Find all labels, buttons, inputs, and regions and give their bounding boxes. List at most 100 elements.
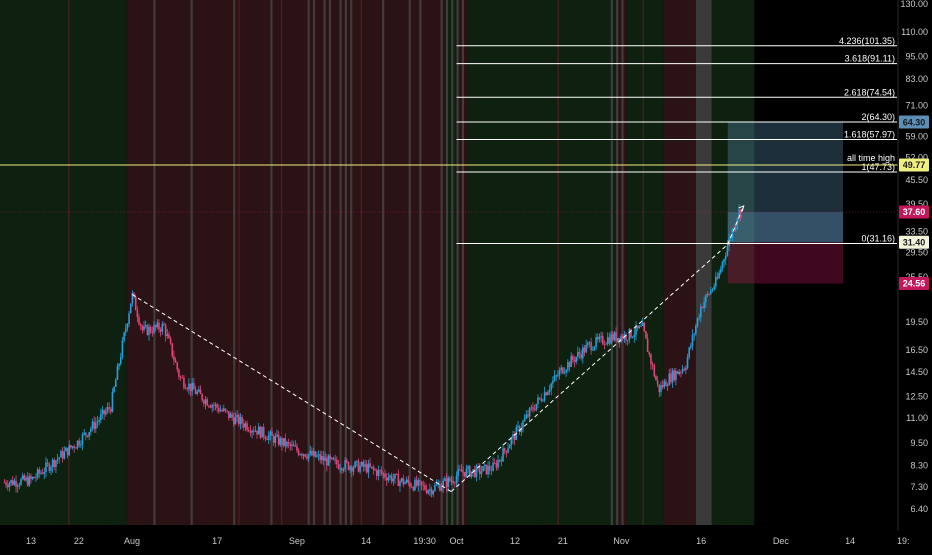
trend-line-1[interactable]: [450, 244, 729, 492]
candle-40: [70, 444, 72, 450]
candle-176: [296, 443, 298, 453]
candle-body: [124, 328, 127, 333]
candle-352: [588, 341, 591, 348]
candle-325: [543, 386, 546, 403]
candle-body: [284, 438, 287, 447]
candle-body: [563, 372, 566, 374]
candle-218: [365, 460, 368, 475]
candle-45: [78, 437, 81, 448]
candle-body: [533, 409, 536, 411]
candle-body: [497, 460, 499, 468]
candle-body: [159, 329, 162, 332]
candle-body: [447, 477, 449, 487]
candle-427: [713, 283, 715, 292]
candle-228: [382, 472, 385, 479]
candle-128: [216, 402, 218, 413]
candle-324: [542, 398, 544, 402]
candle-443: [739, 208, 742, 222]
candle-407: [680, 370, 682, 378]
candle-227: [380, 466, 383, 477]
candle-255: [427, 489, 430, 496]
candle-body: [598, 336, 601, 340]
candle-197: [331, 457, 333, 460]
candle-134: [226, 409, 228, 414]
candle-body: [603, 344, 606, 345]
candle-349: [583, 344, 586, 357]
candle-body: [93, 421, 95, 429]
candle-326: [545, 391, 548, 396]
candle-body: [357, 460, 360, 472]
candle-body: [547, 391, 549, 396]
regime-separator-7: [328, 0, 332, 525]
candle-body: [618, 337, 621, 342]
candle-body: [234, 416, 237, 425]
candle-395: [660, 381, 662, 397]
candle-body: [630, 328, 632, 338]
loss-zone[interactable]: [727, 242, 843, 284]
fib-label-2: 2.618(74.54): [844, 87, 895, 97]
candle-body: [11, 480, 14, 485]
candle-body: [492, 462, 494, 471]
candle-body: [242, 423, 245, 428]
candle-body: [723, 259, 725, 263]
candle-body: [30, 475, 32, 479]
candle-body: [638, 326, 641, 329]
candle-body: [538, 397, 541, 399]
candle-body: [661, 385, 664, 388]
candle-body: [415, 479, 418, 486]
time-axis[interactable]: 13 22 Aug 17 Sep 14 19:30 Oct 12 21 Nov 16 Dec 14 19:: [26, 536, 910, 546]
candle-328: [548, 384, 551, 396]
regime-marker-5: [642, 0, 644, 525]
candle-410: [685, 365, 687, 375]
regime-zone-4: [467, 0, 617, 525]
candle-363: [606, 332, 609, 347]
fib-label-3: 2(64.30): [861, 112, 895, 122]
time-tick-13: 14: [845, 536, 855, 546]
candle-405: [676, 370, 679, 375]
candle-body: [626, 340, 629, 341]
candle-112: [189, 383, 192, 397]
candle-229: [384, 469, 386, 481]
candle-body: [553, 375, 556, 381]
position-box[interactable]: [727, 122, 843, 284]
candle-30: [53, 457, 56, 471]
candle-382: [638, 324, 641, 329]
candle-body: [169, 338, 172, 344]
regime-separator-13: [419, 0, 422, 525]
candle-body: [78, 440, 81, 446]
candle-103: [174, 357, 177, 363]
candle-body: [134, 296, 137, 311]
candle-body: [688, 347, 690, 358]
candle-body: [291, 444, 293, 446]
candle-body: [161, 324, 164, 332]
candle-body: [575, 356, 577, 362]
candle-125: [211, 403, 213, 413]
candle-body: [631, 337, 634, 338]
candle-144: [242, 419, 245, 431]
profit-zone[interactable]: [727, 122, 843, 243]
candle-body: [296, 445, 298, 451]
candle-43: [75, 446, 77, 449]
candle-body: [347, 461, 350, 470]
candle-body: [108, 407, 110, 409]
candle-230: [385, 472, 388, 486]
candle-body: [166, 334, 169, 337]
candle-body: [454, 482, 456, 484]
candle-23: [41, 468, 44, 475]
candle-381: [636, 325, 639, 332]
candle-140: [236, 410, 238, 423]
candle-body: [43, 472, 46, 474]
candle-121: [204, 396, 207, 410]
drawing-lines[interactable]: [131, 205, 745, 493]
candle-body: [322, 456, 325, 461]
candle-body: [131, 292, 134, 304]
candle-331: [553, 370, 556, 383]
candle-337: [563, 367, 566, 375]
candle-body: [600, 335, 602, 337]
fib-label-0: 4.236(101.35): [839, 36, 895, 46]
candle-182: [306, 453, 308, 461]
candle-20: [36, 467, 39, 480]
fibonacci-levels[interactable]: 4.236(101.35) 3.618(91.11) 2.618(74.54) 2(6…: [0, 36, 898, 245]
